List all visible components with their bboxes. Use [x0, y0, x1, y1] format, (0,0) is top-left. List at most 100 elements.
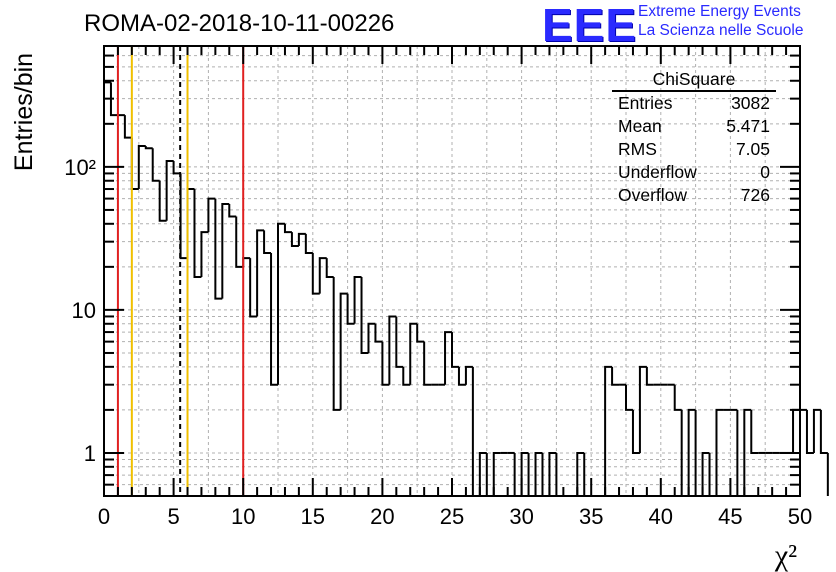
histogram-bin [457, 366, 466, 386]
stats-row-overflow: Overflow 726 [612, 184, 776, 207]
histogram-bin [402, 366, 411, 386]
stats-row-underflow: Underflow 0 [612, 161, 776, 184]
grid-lines [104, 46, 800, 496]
stats-box: ChiSquare Entries 3082 Mean 5.471 RMS 7.… [612, 68, 776, 207]
histogram-bin [339, 292, 348, 410]
histogram-bin [242, 257, 251, 267]
histogram-bin [283, 223, 292, 234]
x-tick-label: 30 [509, 504, 533, 529]
x-tick-label: 35 [579, 504, 603, 529]
histogram-bin [151, 148, 160, 182]
histogram-bin [805, 409, 814, 454]
stats-label: RMS [618, 139, 657, 159]
histogram-bin [451, 332, 459, 368]
histogram-bin [304, 233, 313, 254]
histogram-bin [534, 451, 543, 496]
histogram-bin [137, 144, 146, 190]
histogram-bin [464, 365, 473, 385]
histogram-bin [200, 231, 209, 277]
stats-title: ChiSquare [612, 68, 776, 92]
x-tick-label: 20 [370, 504, 394, 529]
histogram-bin [638, 365, 647, 453]
x-tick-label: 0 [98, 504, 110, 529]
histogram-bin [395, 316, 404, 368]
histogram-bin [221, 203, 230, 299]
histogram-bin [631, 409, 640, 454]
histogram-bin [576, 451, 585, 496]
histogram-bin [109, 82, 118, 117]
x-tick-labels: 0 5 10 15 20 25 30 35 40 45 50 [98, 504, 812, 529]
histogram-bin [792, 408, 800, 453]
histogram-bin [325, 258, 334, 278]
stats-row-rms: RMS 7.05 [612, 138, 776, 161]
y-axis-label: Entries/bin [10, 53, 38, 171]
histogram-bin [270, 252, 278, 386]
stats-value: 5.471 [726, 116, 770, 136]
logo-line-2: La Scienza nelle Scuole [638, 22, 804, 39]
histogram-bin [388, 315, 397, 385]
histogram-bin [381, 341, 390, 386]
histogram-bin [416, 323, 425, 343]
histogram-bin [123, 115, 132, 139]
logo-mark: EEE [542, 0, 638, 51]
histogram-bin [548, 451, 557, 496]
x-tick-label: 5 [167, 504, 179, 529]
x-tick-label: 50 [788, 504, 812, 529]
histogram-bin [172, 160, 181, 175]
stats-row-mean: Mean 5.471 [612, 115, 776, 138]
plot-title: ROMA-02-2018-10-11-00226 [84, 10, 395, 37]
x-tick-label: 25 [440, 504, 464, 529]
histogram-bin [645, 366, 654, 386]
logo-text: Extreme Energy Events La Scienza nelle S… [638, 2, 803, 40]
axis-ticks [103, 45, 801, 497]
histogram-bin [471, 366, 480, 497]
histogram-bin [367, 322, 376, 353]
x-tick-label: 40 [649, 504, 673, 529]
histogram-bin [409, 322, 418, 385]
histogram-bin [263, 230, 272, 254]
histogram-bin [360, 276, 369, 354]
stats-label: Entries [618, 93, 673, 113]
histogram-bin [346, 293, 355, 325]
histogram-bin [256, 229, 265, 317]
stats-label: Overflow [618, 185, 688, 205]
histogram-bin [193, 189, 202, 278]
histogram-bin [611, 366, 620, 386]
histogram-bin [311, 252, 320, 295]
x-axis-label: χ² [774, 539, 797, 572]
histogram-bin [207, 197, 216, 233]
eee-logo: EEE Extreme Energy Events La Scienza nel… [542, 0, 803, 51]
histogram-bin [353, 275, 362, 324]
y-tick-label: 1 [84, 441, 96, 466]
histogram-bin [625, 384, 633, 411]
histogram-bin [165, 159, 174, 221]
x-tick-label: 10 [231, 504, 255, 529]
stats-row-entries: Entries 3082 [612, 92, 776, 115]
stats-value: 3082 [731, 93, 770, 113]
reference-lines [116, 46, 245, 496]
stats-label: Underflow [618, 162, 697, 182]
histogram-bin [179, 173, 188, 260]
y-tick-label: 10² [64, 155, 96, 180]
histogram-bin [819, 409, 828, 454]
stats-value: 7.05 [735, 139, 770, 159]
histogram-bin [478, 451, 487, 496]
histogram-bin [290, 232, 299, 247]
histogram-bin [228, 204, 237, 218]
histogram-bin [277, 222, 285, 385]
histogram-bin [332, 276, 341, 411]
histogram-bin [687, 408, 696, 496]
histogram-bin [249, 258, 258, 318]
histogram-bin [144, 145, 153, 150]
histogram-bin [492, 451, 501, 496]
y-tick-label: 10 [72, 298, 96, 323]
stats-value: 726 [740, 185, 770, 205]
histogram-bin [318, 257, 327, 294]
histogram-bin [297, 232, 306, 246]
histogram-bin [374, 323, 383, 343]
y-tick-labels: 1 10 10² [64, 155, 96, 466]
stats-label: Mean [618, 116, 662, 136]
x-tick-label: 15 [301, 504, 325, 529]
histogram-bin [130, 137, 139, 191]
